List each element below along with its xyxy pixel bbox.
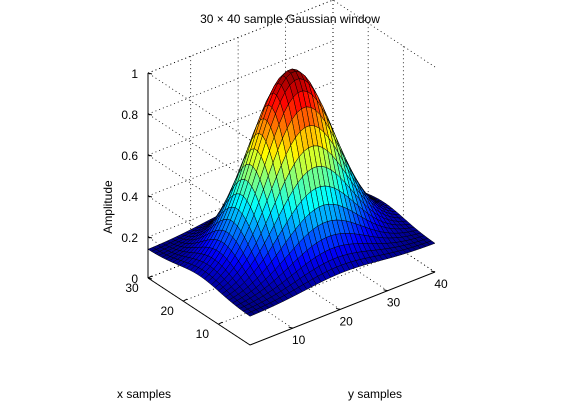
x-tick-label: 30 [387, 296, 401, 310]
x-grid-line [237, 242, 341, 310]
x-grid-line [332, 204, 436, 273]
surface-facet [245, 311, 256, 317]
z-tick-mark [147, 195, 153, 198]
x-tick-mark [336, 307, 341, 310]
x-tick-label: 10 [292, 333, 306, 347]
y-tick-mark [218, 321, 223, 325]
y-tick-label: 10 [196, 327, 210, 341]
chart-title: 30 × 40 sample Gaussian window [200, 12, 380, 26]
y-axis-label: x samples [117, 387, 171, 401]
box-edge [147, 0, 334, 74]
box-edge [332, 0, 436, 68]
z-tick-label: 0 [131, 272, 138, 286]
x-grid-line [285, 223, 388, 292]
z-tick-mark [147, 72, 153, 75]
x-grid-line [190, 260, 293, 329]
x-tick-label: 40 [434, 277, 448, 291]
z-grid-line [147, 0, 334, 74]
x-tick-mark [430, 270, 436, 273]
z-tick-label: 0.6 [121, 149, 138, 163]
x-axis-label: y samples [348, 387, 402, 401]
x-tick-mark [383, 289, 388, 292]
z-tick-mark [147, 154, 153, 157]
x-tick-mark [288, 326, 293, 329]
z-tick-mark [147, 236, 153, 239]
z-grid-line [147, 72, 251, 141]
y-tick-label: 30 [125, 281, 139, 295]
z-grid-line [147, 113, 251, 182]
x-tick-label: 20 [339, 314, 353, 328]
x-axis-line [249, 271, 436, 346]
z-tick-label: 1 [131, 67, 138, 81]
z-tick-label: 0.4 [121, 190, 138, 204]
z-tick-label: 0.8 [121, 108, 138, 122]
z-tick-mark [147, 277, 153, 280]
z-axis-label: Amplitude [101, 180, 115, 234]
z-tick-label: 0.2 [121, 231, 138, 245]
y-tick-label: 20 [160, 304, 174, 318]
z-tick-mark [147, 113, 153, 116]
surface-plot [147, 68, 436, 317]
y-axis-line [147, 277, 251, 346]
axes [147, 72, 436, 346]
y-tick-mark [182, 298, 188, 302]
